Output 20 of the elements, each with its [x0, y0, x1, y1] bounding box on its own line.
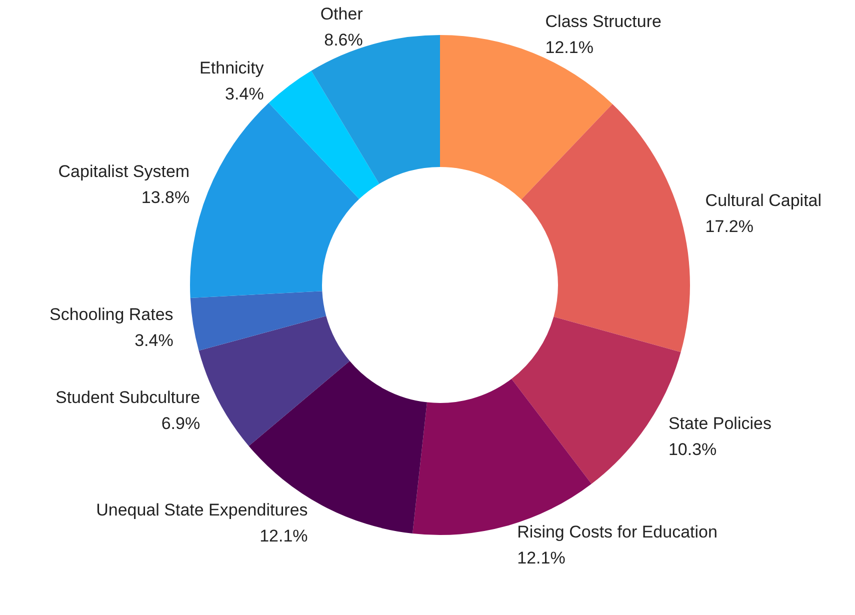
data-label: 12.1%: [260, 526, 308, 546]
slice-label: Cultural Capital: [705, 190, 822, 210]
data-label: 13.8%: [141, 188, 190, 207]
slice-label: Schooling Rates: [50, 305, 174, 324]
data-label: 6.9%: [161, 414, 200, 433]
slice-label: Ethnicity: [200, 58, 264, 78]
slice-label: Capitalist System: [58, 162, 190, 181]
slice-label: Class Structure: [545, 12, 662, 31]
data-label: 3.4%: [134, 331, 174, 350]
slice-label: Unequal State Expenditures: [96, 500, 308, 520]
data-label: 17.2%: [705, 216, 754, 236]
data-label: 12.1%: [545, 38, 594, 57]
data-label: 12.1%: [517, 548, 566, 568]
slice-label: Rising Costs for Education: [517, 522, 718, 542]
data-label: 10.3%: [668, 440, 717, 460]
data-label: 8.6%: [324, 30, 363, 50]
slice-label: Other: [320, 4, 364, 24]
data-label: 3.4%: [225, 84, 264, 104]
slice-label: Student Subculture: [55, 388, 200, 407]
slice-label: State Policies: [668, 414, 772, 434]
